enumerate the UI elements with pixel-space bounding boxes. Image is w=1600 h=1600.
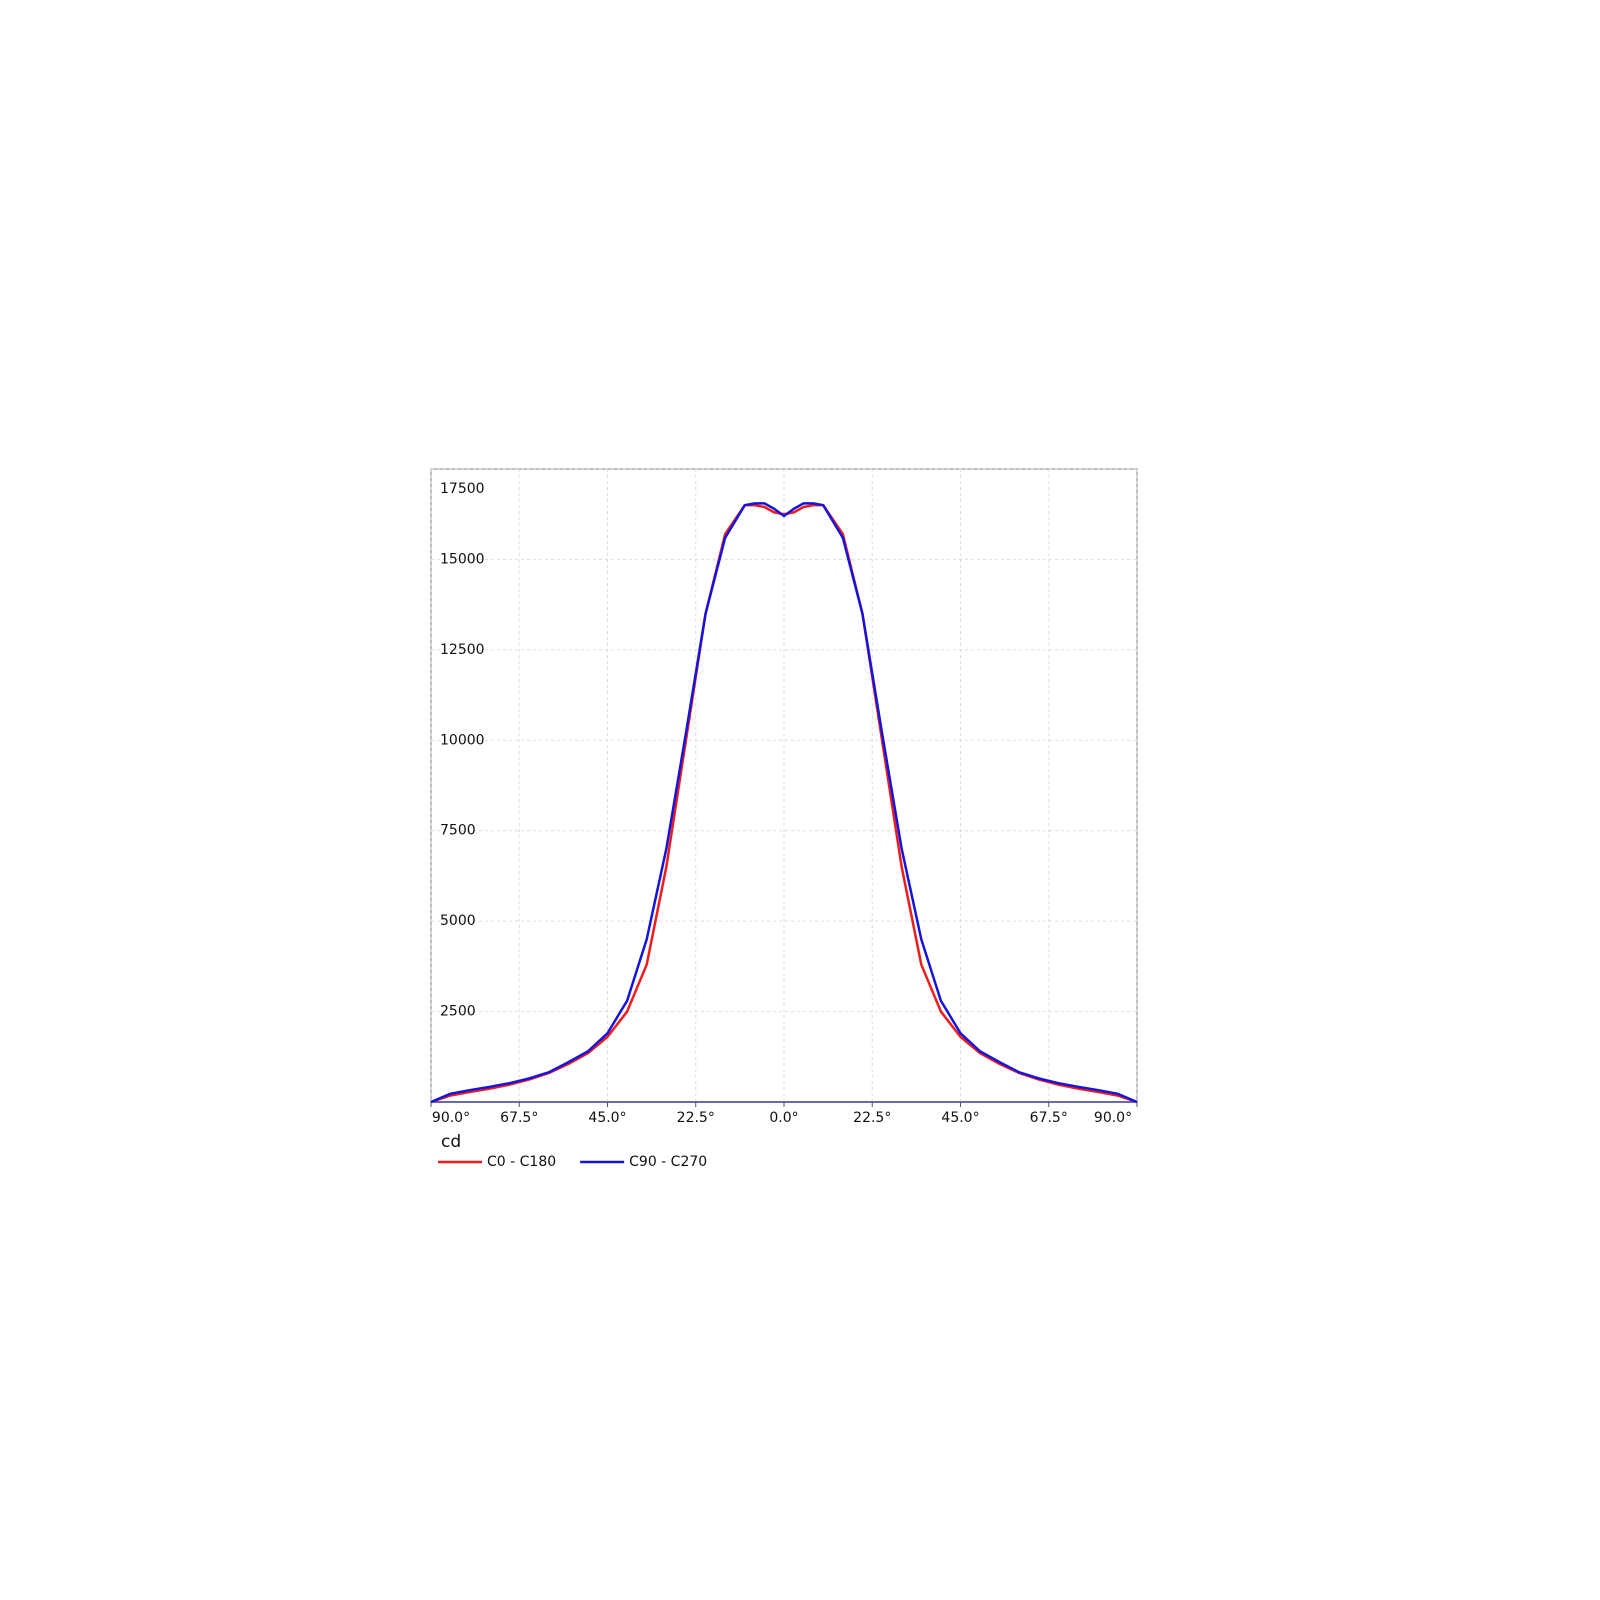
y-tick-label: 10000	[440, 732, 485, 748]
y-tick-label: 12500	[440, 642, 485, 658]
y-tick-label: 15000	[440, 551, 485, 567]
y-tick-label: 5000	[440, 913, 476, 929]
legend-label: C90 - C270	[629, 1154, 707, 1170]
y-tick-label: 2500	[440, 1004, 476, 1020]
x-tick-label: 90.0°	[1094, 1110, 1132, 1126]
series-line	[430, 502, 1138, 1104]
plot-area	[430, 468, 1138, 1103]
x-tick-label: 45.0°	[941, 1110, 979, 1126]
x-tick-label: 90.0°	[432, 1110, 470, 1126]
legend-label: C0 - C180	[487, 1154, 556, 1170]
x-tick-label: 67.5°	[1030, 1110, 1068, 1126]
y-tick-label: 17500	[440, 481, 485, 497]
x-tick-label: 0.0°	[769, 1110, 798, 1126]
x-tick-label: 22.5°	[677, 1110, 715, 1126]
y-axis-label: cd	[441, 1132, 461, 1152]
x-tick-label: 45.0°	[588, 1110, 626, 1126]
x-tick-label: 22.5°	[853, 1110, 891, 1126]
series-line	[430, 503, 1138, 1104]
x-tick-label: 67.5°	[500, 1110, 538, 1126]
y-tick-label: 7500	[440, 823, 476, 839]
